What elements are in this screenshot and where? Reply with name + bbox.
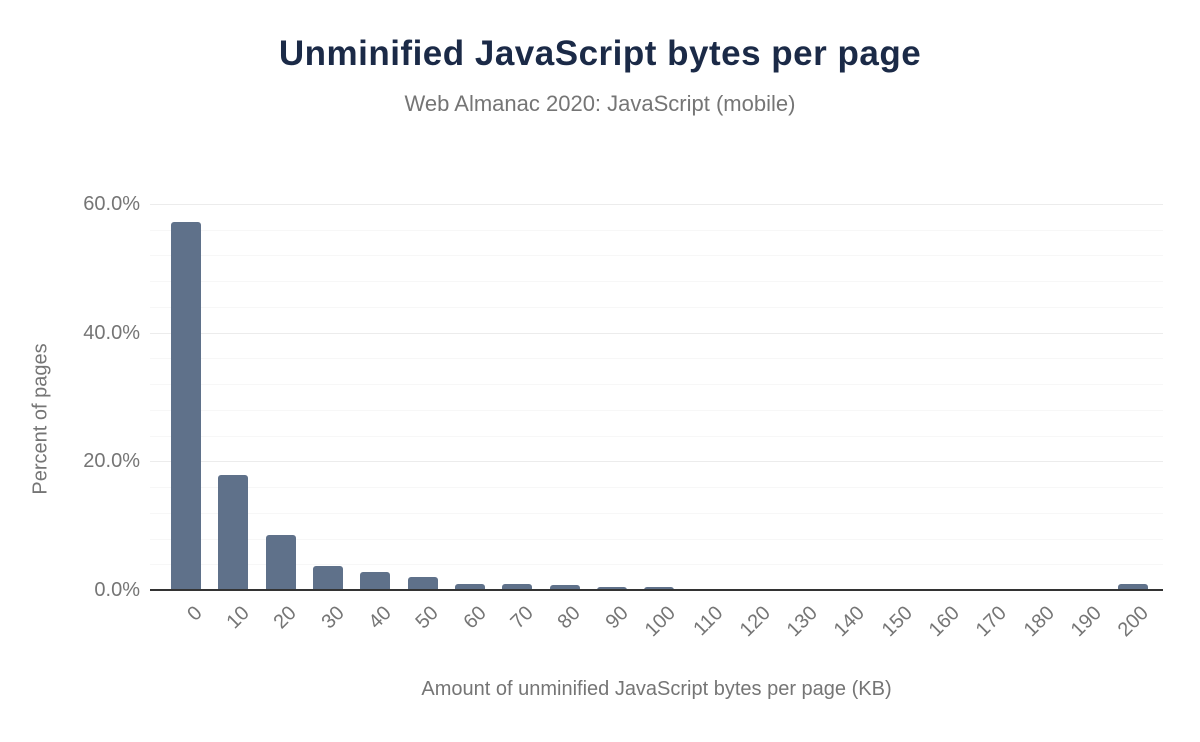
bar	[312, 565, 343, 590]
y-tick-label: 0.0%	[94, 579, 140, 601]
x-tick-label: 40	[364, 602, 396, 634]
minor-gridline	[150, 229, 1163, 231]
x-tick-label: 130	[782, 602, 822, 642]
bar	[265, 535, 296, 590]
x-axis-line	[150, 589, 1163, 591]
minor-gridline	[150, 409, 1163, 411]
x-tick-label: 170	[971, 602, 1012, 642]
x-tick-label: 20	[269, 602, 302, 634]
bar	[360, 571, 391, 590]
bar	[502, 583, 533, 590]
y-tick-label: 40.0%	[83, 321, 140, 344]
bar	[218, 475, 249, 590]
x-tick-label: 180	[1019, 602, 1059, 642]
bar	[170, 222, 201, 590]
x-tick-label: 190	[1066, 602, 1106, 642]
chart-subtitle: Web Almanac 2020: JavaScript (mobile)	[404, 91, 796, 116]
bar	[549, 584, 580, 590]
major-gridline	[150, 461, 1163, 463]
major-gridline	[150, 332, 1163, 334]
minor-gridline	[150, 306, 1163, 308]
y-tick-label: 20.0%	[83, 450, 140, 473]
x-tick-label: 150	[877, 602, 917, 642]
chart-title: Unminified JavaScript bytes per page	[278, 34, 922, 73]
y-tick-label: 60.0%	[83, 193, 140, 215]
x-tick-label: 30	[317, 602, 349, 634]
minor-gridline	[150, 564, 1163, 566]
x-tick-label: 80	[553, 602, 586, 634]
x-tick-label: 200	[1113, 602, 1154, 642]
bar	[596, 586, 627, 590]
x-tick-label: 60	[459, 602, 491, 634]
major-gridline	[150, 204, 1163, 205]
x-tick-label: 100	[640, 602, 680, 642]
minor-gridline	[150, 255, 1163, 257]
x-tick-label: 0	[183, 602, 207, 626]
minor-gridline	[150, 358, 1163, 360]
y-tick-labels: 0.0% 20.0% 40.0% 60.0%	[0, 193, 140, 601]
x-axis-title: Amount of unminified JavaScript bytes pe…	[421, 678, 892, 700]
minor-gridline	[150, 512, 1163, 514]
x-tick-label: 70	[506, 602, 538, 634]
minor-gridline	[150, 281, 1163, 283]
x-tick-label: 120	[735, 602, 775, 642]
bar	[454, 583, 485, 590]
x-tick-label: 110	[689, 602, 728, 641]
x-tick-label: 90	[601, 602, 633, 634]
bar	[407, 577, 438, 590]
minor-gridline	[150, 487, 1163, 489]
x-tick-label: 160	[924, 602, 964, 642]
bar	[644, 586, 675, 590]
x-tick-label: 50	[411, 602, 444, 634]
minor-gridline	[150, 538, 1163, 540]
bar	[1117, 584, 1148, 590]
plot-area: 0 10 20 30 40 50 60 70 80 90 100 110 120 130 140 150 160…	[150, 204, 1163, 641]
minor-gridline	[150, 435, 1163, 437]
x-tick-label: 10	[222, 602, 254, 634]
x-tick-label: 140	[829, 602, 870, 642]
minor-gridline	[150, 384, 1163, 386]
